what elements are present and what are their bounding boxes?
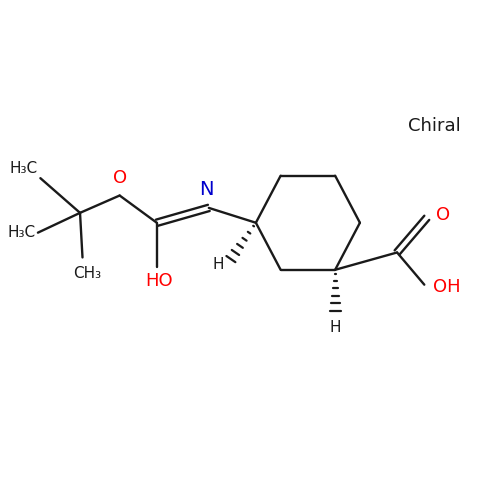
- Text: OH: OH: [433, 278, 461, 296]
- Text: H: H: [212, 258, 224, 272]
- Text: Chiral: Chiral: [408, 117, 461, 135]
- Text: O: O: [112, 168, 126, 186]
- Text: H₃C: H₃C: [8, 225, 36, 240]
- Text: CH₃: CH₃: [74, 266, 102, 281]
- Text: H₃C: H₃C: [10, 160, 38, 176]
- Text: HO: HO: [146, 272, 173, 290]
- Text: N: N: [199, 180, 214, 199]
- Text: O: O: [436, 206, 450, 224]
- Text: H: H: [330, 320, 341, 336]
